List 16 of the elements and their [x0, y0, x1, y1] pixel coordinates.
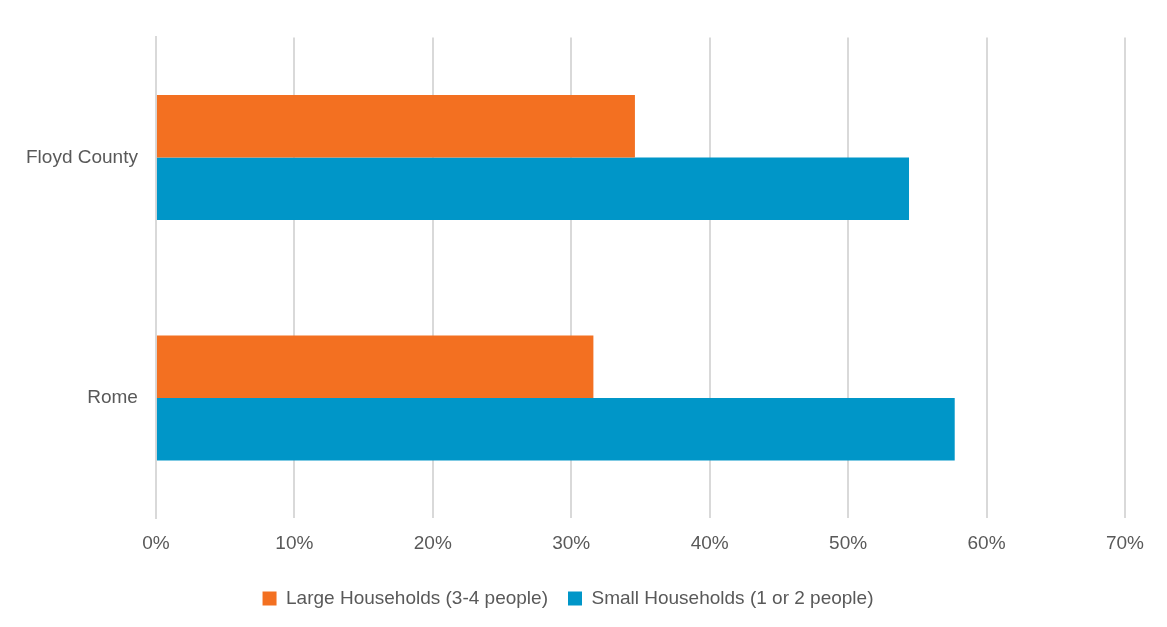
x-tick-label: 60% — [967, 531, 1006, 553]
bar — [156, 95, 635, 158]
x-tick-label: 30% — [552, 531, 591, 553]
y-tick-label: Rome — [87, 386, 138, 408]
x-tick-label: 40% — [690, 531, 729, 553]
x-tick-label: 50% — [829, 531, 868, 553]
bar — [156, 157, 910, 221]
x-tick-label: 70% — [1105, 531, 1145, 553]
legend-label: Large Households (3-4 people) — [286, 586, 548, 608]
x-tick-label: 20% — [413, 531, 452, 553]
bar — [156, 335, 594, 398]
x-tick-label: 10% — [275, 531, 314, 553]
legend-label: Small Households (1 or 2 people) — [591, 586, 874, 608]
x-tick-label: 0% — [142, 531, 170, 553]
y-tick-label: Floyd County — [25, 145, 139, 167]
bar — [156, 398, 955, 461]
